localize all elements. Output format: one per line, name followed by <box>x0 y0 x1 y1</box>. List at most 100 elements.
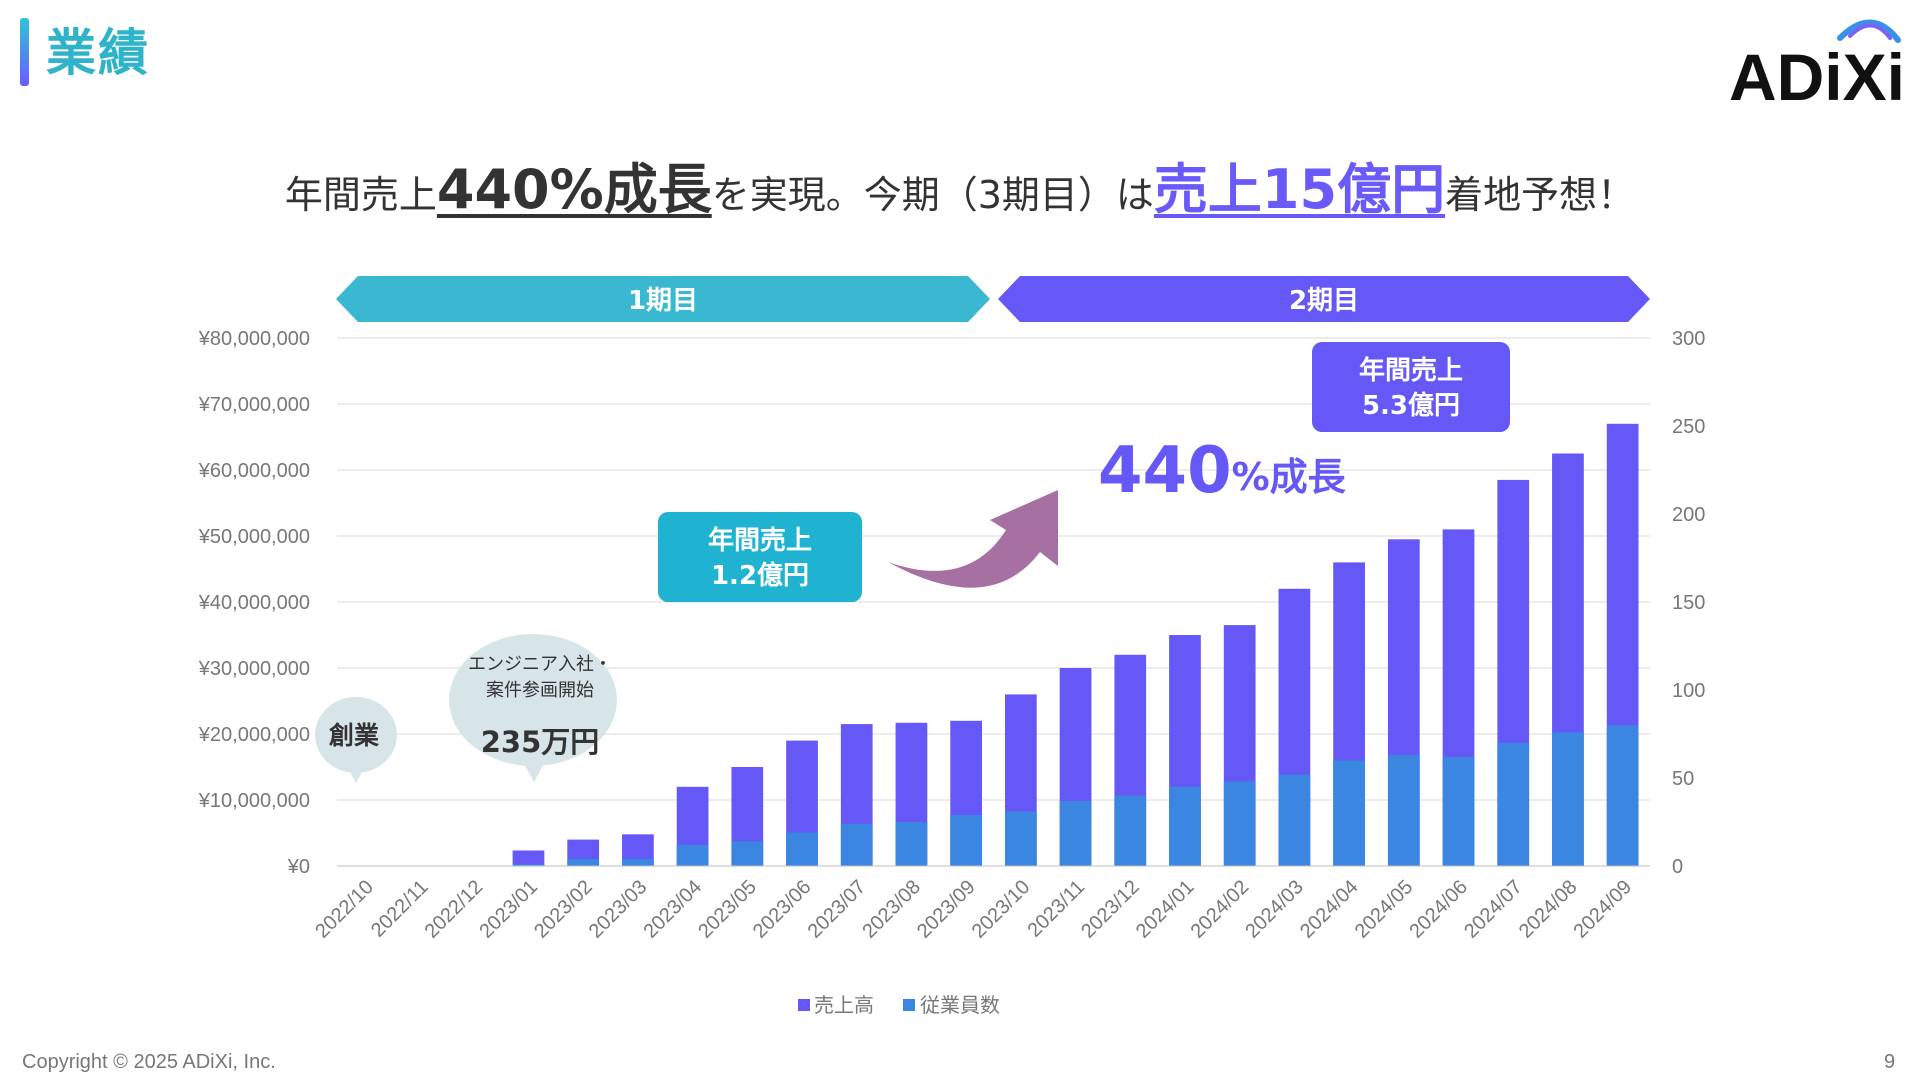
x-tick-label: 2023/09 <box>913 876 980 943</box>
y-left-tick-label: ¥50,000,000 <box>198 526 310 548</box>
x-tick-label: 2023/10 <box>968 876 1035 943</box>
x-tick-label: 2024/05 <box>1351 876 1418 943</box>
bar-employees <box>622 858 654 866</box>
bar-employees <box>1278 774 1311 866</box>
bar-employees <box>1387 755 1420 866</box>
x-tick-label: 2023/02 <box>530 876 597 943</box>
x-tick-label: 2023/05 <box>694 876 761 943</box>
x-tick-label: 2024/03 <box>1241 876 1308 943</box>
growth-suffix: %成長 <box>1232 455 1347 499</box>
x-tick-label: 2023/01 <box>475 876 542 943</box>
headline-part-1: 年間売上 <box>284 173 437 217</box>
x-tick-label: 2022/12 <box>421 876 488 943</box>
founding-bubble: 創業 <box>315 697 397 783</box>
x-tick-label: 2024/02 <box>1187 876 1254 943</box>
y-left-tick-label: ¥60,000,000 <box>198 460 310 482</box>
x-tick-label: 2024/07 <box>1460 876 1527 943</box>
bar-employees <box>950 814 983 866</box>
period-2-arrow: 2期目 <box>998 276 1650 322</box>
bar-employees <box>786 832 818 866</box>
period-1-label: 1期目 <box>628 286 698 316</box>
growth-number: 440 <box>1098 434 1232 508</box>
y-right-tick-label: 0 <box>1672 856 1683 878</box>
engineer-bubble: エンジニア入社・ 案件参画開始 235万円 <box>449 634 617 782</box>
bar-employees <box>840 823 873 866</box>
x-tick-label: 2023/06 <box>749 876 816 943</box>
period-1-arrow: 1期目 <box>336 276 990 322</box>
bar-employees <box>1442 756 1475 866</box>
y-right-tick-label: 50 <box>1672 768 1694 790</box>
x-tick-label: 2023/11 <box>1023 876 1089 942</box>
chart-legend: 売上高 従業員数 <box>798 993 1000 1017</box>
bars <box>512 423 1639 866</box>
y-left-tick-label: ¥40,000,000 <box>198 592 310 614</box>
period-2-label: 2期目 <box>1289 286 1359 316</box>
title-accent-bar <box>20 18 29 86</box>
y-right-tick-label: 100 <box>1672 680 1705 702</box>
bar-employees <box>676 844 709 866</box>
bar-employees <box>1223 781 1256 866</box>
bar-employees <box>1333 760 1365 866</box>
p2-sales-line-2: 5.3億円 <box>1362 391 1460 421</box>
p2-sales-line-1: 年間売上 <box>1359 355 1463 386</box>
bar-employees <box>895 822 928 866</box>
founding-label: 創業 <box>329 721 379 750</box>
bar-employees <box>1552 732 1584 866</box>
bar-employees <box>1004 811 1037 866</box>
p1-sales-line-1: 年間売上 <box>708 525 812 556</box>
legend-swatch-sales <box>798 999 810 1011</box>
y-left-tick-label: ¥70,000,000 <box>198 394 310 416</box>
bar-employees <box>512 864 545 866</box>
bar-employees <box>1114 795 1147 866</box>
y-right-tick-label: 300 <box>1672 328 1705 350</box>
p1-sales-line-2: 1.2億円 <box>711 561 809 591</box>
page-number: 9 <box>1884 1051 1896 1073</box>
period-2-sales-box: 年間売上 5.3億円 <box>1312 342 1510 432</box>
headline-emphasis-forecast: 売上15億円 <box>1153 158 1446 221</box>
bar-employees <box>1059 800 1092 866</box>
bar-sales <box>512 850 545 866</box>
bar-employees <box>1606 725 1639 866</box>
engineer-line-2: 案件参画開始 <box>486 680 594 701</box>
y-right-tick-label: 150 <box>1672 592 1705 614</box>
bar-employees <box>567 858 600 866</box>
y-left-tick-label: ¥0 <box>287 856 310 878</box>
x-tick-label: 2024/04 <box>1296 876 1363 943</box>
y-left-tick-label: ¥30,000,000 <box>198 658 310 680</box>
headline-part-2: を実現。今期（3期目）は <box>711 173 1154 217</box>
x-tick-label: 2023/07 <box>804 876 871 943</box>
x-tick-label: 2024/01 <box>1132 876 1199 943</box>
x-tick-label: 2024/09 <box>1570 876 1637 943</box>
page-title: 業績 <box>46 24 150 82</box>
x-tick-label: 2023/04 <box>639 876 706 943</box>
headline-part-3: 着地予想！ <box>1445 173 1636 217</box>
x-tick-label: 2024/08 <box>1515 876 1582 943</box>
legend-label-sales: 売上高 <box>814 993 874 1017</box>
logo-text: ADiXi <box>1729 40 1905 108</box>
period-1-sales-box: 年間売上 1.2億円 <box>658 512 862 602</box>
growth-arrow <box>888 490 1058 588</box>
engineer-line-1: エンジニア入社・ <box>468 654 612 675</box>
x-tick-label: 2024/06 <box>1405 876 1472 943</box>
x-tick-label: 2023/12 <box>1077 876 1144 943</box>
company-logo: ADiXi <box>1729 19 1905 108</box>
bar-employees <box>731 841 764 866</box>
x-tick-label: 2023/03 <box>585 876 652 943</box>
legend-swatch-employees <box>903 999 915 1011</box>
bar-employees <box>1497 742 1530 866</box>
headline-emphasis-growth: 440%成長 <box>436 158 712 221</box>
y-left-tick-label: ¥10,000,000 <box>198 790 310 812</box>
y-right-tick-label: 250 <box>1672 416 1705 438</box>
x-tick-label: 2023/08 <box>858 876 925 943</box>
headline: 年間売上440%成長を実現。今期（3期目）は売上15億円着地予想！ <box>0 160 1920 225</box>
x-tick-label: 2022/11 <box>367 876 433 942</box>
y-left-tick-label: ¥20,000,000 <box>198 724 310 746</box>
engineer-value: 235万円 <box>481 725 600 759</box>
copyright: Copyright © 2025 ADiXi, Inc. <box>22 1051 276 1073</box>
bar-employees <box>1169 786 1201 866</box>
y-left-tick-label: ¥80,000,000 <box>198 328 310 350</box>
legend-label-employees: 従業員数 <box>920 993 1000 1017</box>
growth-label: 440%成長 <box>1098 434 1347 508</box>
y-right-tick-label: 200 <box>1672 504 1705 526</box>
